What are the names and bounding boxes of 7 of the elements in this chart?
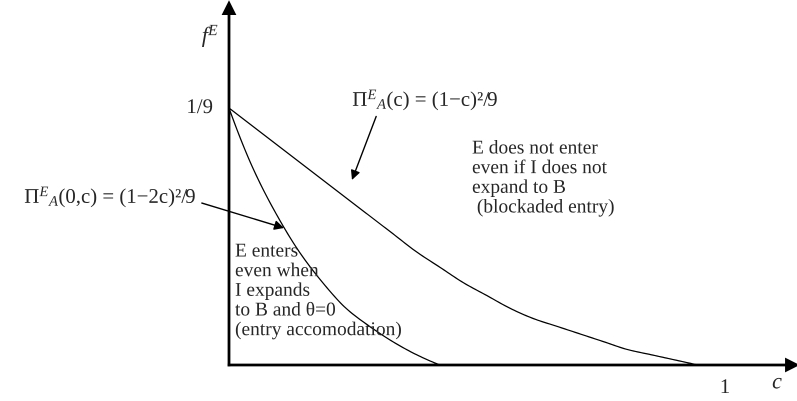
text: 1/9 xyxy=(188,99,212,114)
annotation: Π$^{E}$$_{A}$(c) = (1−c)²/9 xyxy=(352,90,497,110)
text: 1 xyxy=(722,379,729,394)
text: Π$^{E}$$_{A}$(0,c) = (1−2c)²/9 xyxy=(24,186,195,208)
x-axis-title: c xyxy=(772,378,782,389)
annotation: E does not enter even if I does not expand to B (blockaded entry) xyxy=(472,140,614,217)
y-axis-title: f$^{E}$ xyxy=(202,24,218,47)
